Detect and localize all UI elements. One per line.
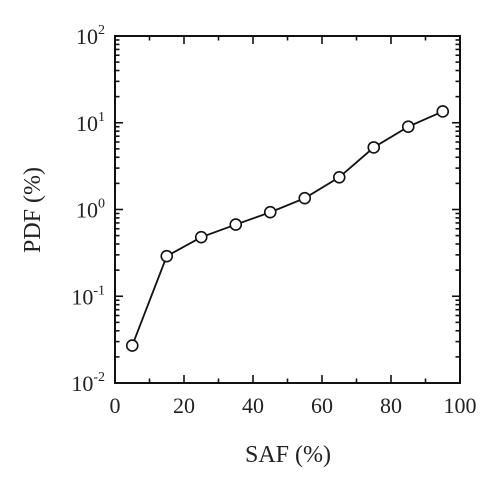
plot-frame	[114, 35, 461, 384]
x-tick-label: 40	[242, 393, 264, 418]
data-point	[298, 191, 312, 205]
tick-labels-layer: 0 20 40 60 80 100 10-2 10-1 100 101 102	[71, 23, 476, 418]
data-point	[194, 230, 208, 244]
data-point	[332, 171, 346, 184]
x-tick-label: 60	[311, 393, 333, 418]
y-tick-label: 101	[76, 110, 105, 136]
data-point	[263, 205, 277, 219]
ticks-layer	[114, 35, 461, 384]
data-point	[229, 218, 243, 231]
x-tick-label: 0	[110, 393, 121, 418]
data-point	[401, 120, 415, 134]
x-axis-title: SAF (%)	[245, 442, 331, 468]
series-layer	[125, 105, 450, 352]
data-point	[125, 339, 139, 352]
data-point	[436, 105, 450, 118]
data-point	[160, 249, 174, 263]
y-tick-label: 100	[76, 197, 105, 223]
y-tick-label: 10-1	[71, 283, 105, 309]
y-axis-title: PDF (%)	[20, 167, 46, 253]
series-line	[131, 110, 444, 346]
x-tick-label: 80	[380, 393, 402, 418]
y-tick-label: 102	[76, 23, 105, 49]
y-tick-label: 10-2	[71, 370, 105, 396]
data-point	[367, 141, 381, 154]
x-tick-label: 100	[444, 393, 477, 418]
x-tick-label: 20	[173, 393, 195, 418]
